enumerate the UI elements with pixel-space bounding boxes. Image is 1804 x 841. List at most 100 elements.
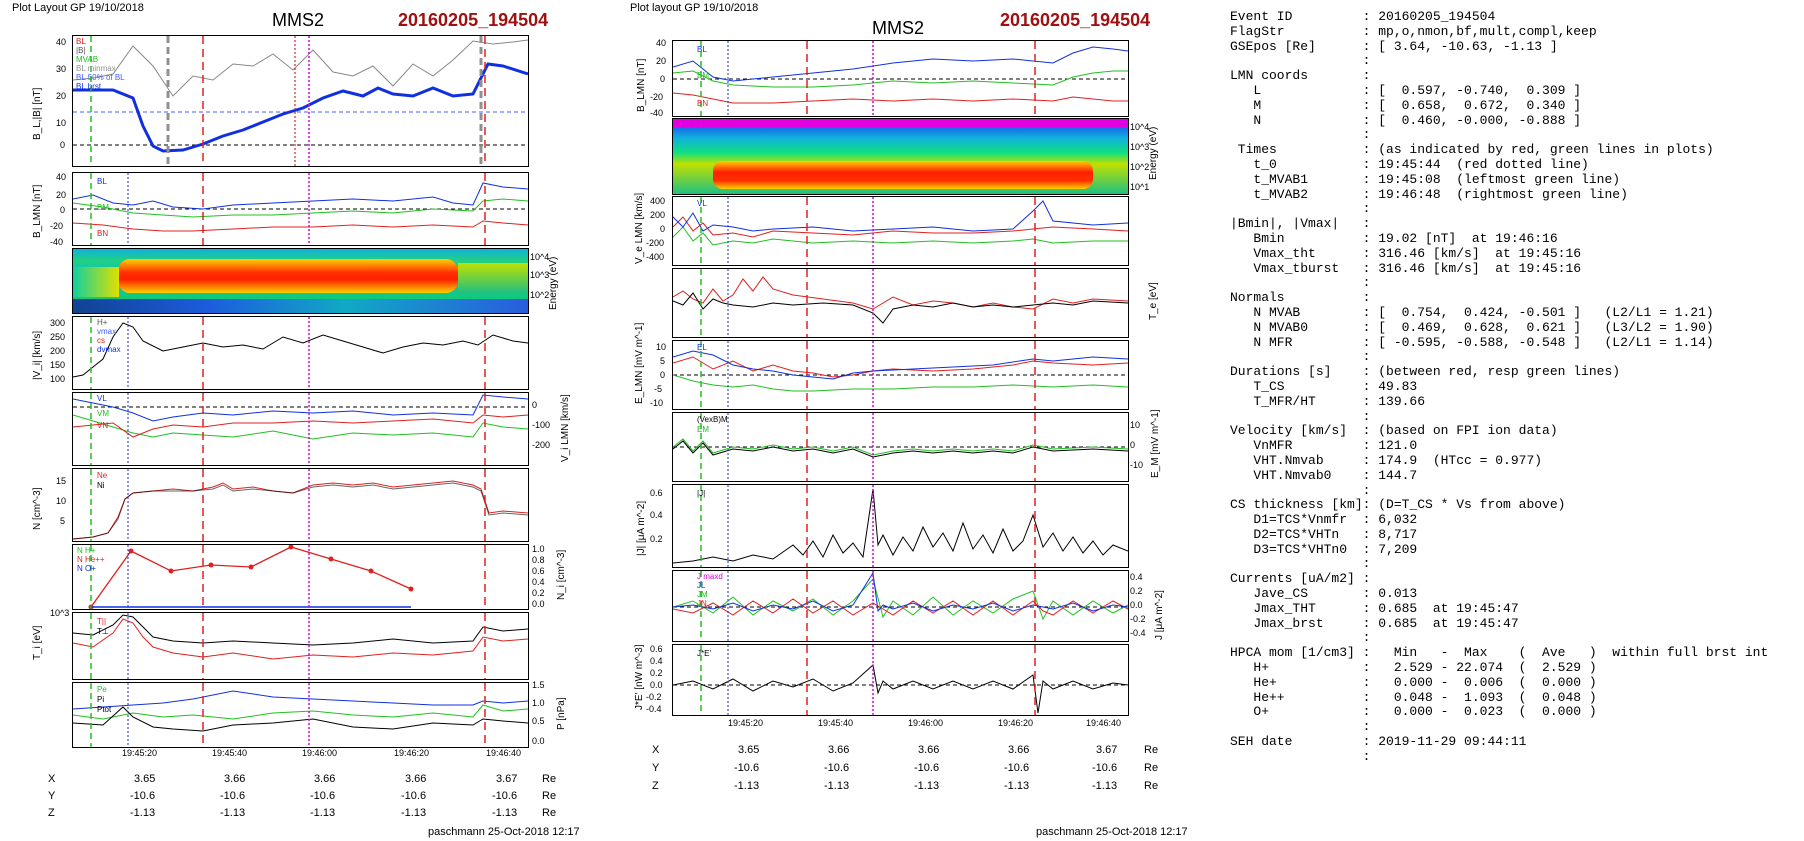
left-pos-z-4: -1.13 [401,807,427,819]
tick-p-05: 0.5 [532,716,545,726]
panel-ion-temp: T|| T⊥ [72,612,529,680]
mid-pos-z-4: -1.13 [1004,780,1030,792]
legend-n-hplus: N H+ [77,546,96,555]
tick-energy-1e2: 10^2 [530,290,550,300]
mid-pos-z-3: -1.13 [914,780,940,792]
mid-tick-jl-m04: -0.4 [1130,628,1146,638]
info-line: t_MVAB1 : 19:45:08 (leftmost green line) [1230,171,1621,187]
info-line: L : [ 0.597, -0.740, 0.309 ] [1230,82,1582,98]
mid-blmn-svg [673,41,1128,116]
left-xtick-1: 19:45:20 [122,748,158,758]
mid-ylabel-je: J*E' [nW m^-3] [634,644,645,711]
tick-v-200: 200 [50,346,66,356]
mid-tick-j-04: 0.4 [650,510,663,520]
mid-xtick-4: 19:46:20 [998,718,1034,728]
mid-bl-line [673,46,1128,82]
info-line: M : [ 0.658, 0.672, 0.340 ] [1230,97,1582,113]
ylabel-vi-lmn: V_i LMN [km/s] [560,394,571,462]
em-line [673,438,1128,456]
left-pos-x-5: 3.67 [496,773,518,785]
legend-ptot: Ptot [97,705,112,714]
mid-pos-x-2: 3.66 [828,744,850,756]
legend-ni: Ni [97,481,105,490]
mid-tick-ve-400: 400 [650,196,666,206]
info-line: D3=TCS*VHTn0 : 7,209 [1230,541,1418,557]
mid-pos-x-unit: Re [1144,744,1159,756]
left-pos-y-5: -10.6 [492,790,518,802]
tick-energy-1e3: 10^3 [530,270,550,280]
tick-b-20: 20 [56,91,67,101]
left-pos-y-3: -10.6 [310,790,336,802]
mid-ylabel-em: E_M [mV m^-1] [1150,409,1161,478]
jm-line [673,598,1128,616]
te-perp-line [673,292,1128,324]
legend-je: J*E' [697,649,711,658]
left-pos-y-label: Y [48,790,56,802]
mid-xtick-5: 19:46:40 [1086,718,1122,728]
ylabel-density: N [cm^-3] [32,487,43,530]
mid-pos-x-label: X [652,744,660,756]
bm-lmn-line [73,198,528,218]
mid-pos-y-3: -10.6 [914,762,940,774]
left-pos-y-4: -10.6 [401,790,427,802]
legend-ve-l: VL [697,199,707,208]
left-pos-z-unit: Re [542,807,557,819]
info-line: Jmax_brst : 0.685 at 19:45:47 [1230,615,1519,631]
info-line: |Bmin|, |Vmax| : [1230,216,1371,232]
mid-tick-lmn-40: 40 [656,38,667,48]
left-pos-x-unit: Re [542,773,557,785]
mid-tick-e-0: 0 [660,370,666,380]
mid-panel-ve-lmn: VL [672,196,1129,266]
left-pos-y-unit: Re [542,790,557,802]
mid-pos-z-5: -1.13 [1092,780,1118,792]
panel-pressure: Pe Pi Ptot [72,682,529,748]
tick-v-250: 250 [50,332,66,342]
tick-lmn-m40: -40 [50,237,64,247]
bl-b-svg [73,36,528,166]
mid-tick-j-02: 0.2 [650,534,663,544]
mid-pos-x-5: 3.67 [1096,744,1118,756]
info-line: Event ID : 20160205_194504 [1230,9,1496,24]
ve-lmn-svg [673,197,1128,265]
info-line: Times : (as indicated by red, green line… [1230,142,1714,158]
legend-mvab: MVAB [76,55,99,64]
mid-tick-e-1e1: 10^1 [1130,182,1150,192]
legend-bmag: |B| [76,46,86,55]
mid-bn-line [673,92,1128,104]
mid-pos-y-5: -10.6 [1092,762,1118,774]
legend-n-oplus: N O+ [77,564,96,573]
e-lmn-svg [673,341,1128,409]
tick-b-10: 10 [56,118,67,128]
info-line: H+ : 2.529 - 22.074 ( 2.529 ) [1230,660,1597,676]
mid-pos-z-label: Z [652,780,659,792]
tick-ni-10: 1.0 [532,544,545,554]
info-line: t_MVAB2 : 19:46:48 (rightmost green line… [1230,186,1628,202]
mid-pos-z-1: -1.13 [734,780,760,792]
tick-p-15: 1.5 [532,680,545,690]
mid-tick-jl-m02: -0.2 [1130,614,1146,624]
mid-tick-e-5: 5 [660,356,666,366]
mid-tick-jl-04: 0.4 [1130,572,1143,582]
vi-mag-svg [73,317,528,389]
legend-blmn-m: BM [97,203,109,212]
info-line: D2=TCS*VHTn : 8,717 [1230,526,1418,542]
tick-n-5: 5 [60,516,66,526]
left-pos-z-label: Z [48,807,55,819]
info-line: : [1230,748,1371,764]
left-xtick-4: 19:46:20 [394,748,430,758]
info-line: Velocity [km/s] : (based on FPI ion data… [1230,423,1558,439]
info-line: N MFR : [ -0.595, -0.588, -0.548 ] (L2/L… [1230,334,1714,350]
ne-line [73,480,528,540]
tick-p-00: 0.0 [532,736,545,746]
tick-t-1e3: 10^3 [50,608,70,618]
left-pos-y-2: -10.6 [220,790,246,802]
e-m-line [673,374,1128,392]
panel-bl-b: BL |B| MVAB BL minmax BL 50% of BL BL br… [72,35,529,167]
mid-tick-ve-m200: -200 [646,238,665,248]
mid-tick-ve-200: 200 [650,210,666,220]
ylabel-bl-b: B_L,|B| [nT] [32,87,43,140]
mid-tick-je-02: 0.2 [650,668,663,678]
left-xtick-3: 19:46:00 [302,748,338,758]
mid-tick-je-04: 0.4 [650,656,663,666]
mid-tick-lmn-m40: -40 [650,108,664,118]
